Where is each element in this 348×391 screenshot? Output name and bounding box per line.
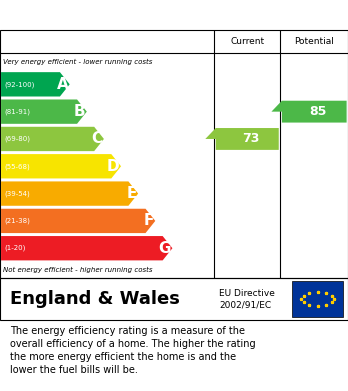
Text: England & Wales: England & Wales xyxy=(10,290,180,308)
Text: The energy efficiency rating is a measure of the
overall efficiency of a home. T: The energy efficiency rating is a measur… xyxy=(10,326,256,375)
Polygon shape xyxy=(205,128,279,150)
Text: Very energy efficient - lower running costs: Very energy efficient - lower running co… xyxy=(3,59,152,65)
Text: 73: 73 xyxy=(242,133,259,145)
Polygon shape xyxy=(1,154,121,178)
Text: E: E xyxy=(126,186,137,201)
Text: Energy Efficiency Rating: Energy Efficiency Rating xyxy=(14,7,235,23)
Text: EU Directive: EU Directive xyxy=(219,289,275,298)
Text: D: D xyxy=(107,159,120,174)
Text: Potential: Potential xyxy=(294,37,334,46)
Text: Not energy efficient - higher running costs: Not energy efficient - higher running co… xyxy=(3,267,152,273)
Polygon shape xyxy=(1,181,138,206)
Polygon shape xyxy=(1,127,104,151)
Text: (55-68): (55-68) xyxy=(4,163,30,170)
Text: 2002/91/EC: 2002/91/EC xyxy=(219,301,271,310)
Text: (81-91): (81-91) xyxy=(4,108,30,115)
Text: Current: Current xyxy=(230,37,264,46)
Text: (1-20): (1-20) xyxy=(4,245,25,251)
Text: (69-80): (69-80) xyxy=(4,136,30,142)
Text: (92-100): (92-100) xyxy=(4,81,34,88)
Text: F: F xyxy=(143,213,154,228)
Polygon shape xyxy=(1,72,70,97)
Text: C: C xyxy=(92,131,103,147)
Text: A: A xyxy=(56,77,68,92)
Polygon shape xyxy=(1,209,155,233)
Text: 85: 85 xyxy=(309,105,326,118)
Bar xyxy=(292,282,343,317)
Text: (39-54): (39-54) xyxy=(4,190,30,197)
Text: B: B xyxy=(74,104,85,119)
Polygon shape xyxy=(1,236,172,260)
Text: (21-38): (21-38) xyxy=(4,218,30,224)
Polygon shape xyxy=(271,101,347,122)
Text: G: G xyxy=(158,241,171,256)
Polygon shape xyxy=(1,99,87,124)
